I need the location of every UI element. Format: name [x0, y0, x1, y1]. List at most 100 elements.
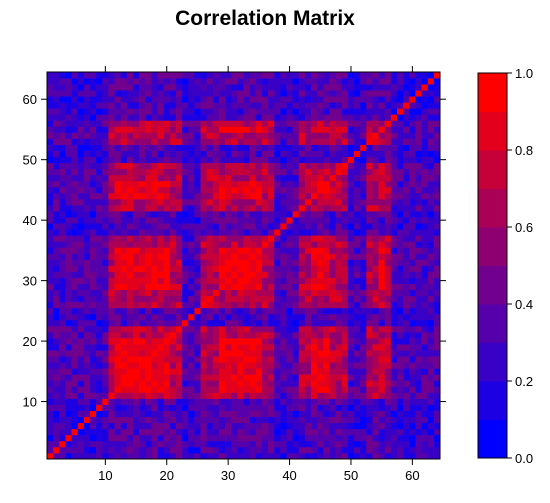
heatmap-cell — [384, 192, 392, 200]
heatmap-cell — [237, 338, 244, 345]
heatmap-cell — [249, 259, 257, 266]
heatmap-cell — [139, 319, 146, 327]
heatmap-cell — [102, 253, 109, 260]
heatmap-cell — [384, 356, 392, 363]
heatmap-cell — [157, 174, 165, 182]
heatmap-cell — [372, 319, 379, 327]
heatmap-cell — [132, 180, 140, 188]
heatmap-cell — [317, 362, 324, 369]
heatmap-cell — [311, 253, 318, 260]
heatmap-cell — [243, 410, 250, 418]
heatmap-cell — [433, 138, 441, 145]
heatmap-cell — [311, 398, 318, 405]
heatmap-cell — [71, 338, 79, 345]
heatmap-cell — [47, 313, 54, 321]
heatmap-cell — [77, 205, 85, 212]
heatmap-cell — [194, 416, 201, 424]
heatmap-cell — [89, 156, 97, 164]
heatmap-cell — [194, 84, 201, 91]
heatmap-cell — [372, 332, 379, 339]
heatmap-cell — [372, 247, 379, 254]
heatmap-cell — [261, 410, 269, 418]
heatmap-cell — [280, 319, 287, 327]
heatmap-cell — [157, 223, 165, 230]
heatmap-cell — [59, 150, 66, 158]
heatmap-cell — [421, 162, 429, 170]
heatmap-cell — [354, 72, 361, 79]
heatmap-cell — [286, 126, 293, 133]
heatmap-cell — [218, 301, 226, 309]
heatmap-cell — [83, 259, 91, 266]
heatmap-cell — [292, 295, 300, 303]
heatmap-cell — [372, 259, 379, 266]
heatmap-cell — [372, 410, 379, 418]
heatmap-cell — [114, 374, 122, 381]
heatmap-cell — [274, 235, 281, 242]
heatmap-cell — [360, 235, 367, 242]
heatmap-cell — [366, 416, 373, 424]
heatmap-cell — [206, 356, 214, 363]
heatmap-cell — [249, 398, 257, 405]
heatmap-cell — [409, 126, 416, 133]
heatmap-cell — [415, 416, 422, 424]
heatmap-cell — [255, 325, 263, 333]
heatmap-cell — [384, 446, 392, 454]
heatmap-cell — [261, 265, 269, 272]
heatmap-cell — [83, 271, 91, 278]
heatmap-cell — [249, 440, 257, 448]
heatmap-cell — [89, 192, 97, 200]
heatmap-cell — [372, 78, 379, 85]
heatmap-cell — [53, 332, 60, 339]
heatmap-cell — [311, 205, 318, 212]
heatmap-cell — [132, 434, 140, 442]
heatmap-cell — [108, 398, 115, 405]
heatmap-cell — [433, 114, 441, 121]
heatmap-cell — [188, 247, 195, 254]
heatmap-cell — [157, 440, 165, 448]
heatmap-cell — [409, 259, 416, 266]
heatmap-cell — [71, 198, 79, 206]
heatmap-cell — [212, 223, 220, 230]
heatmap-cell — [108, 374, 115, 381]
heatmap-cell — [188, 392, 195, 399]
heatmap-cell — [360, 295, 367, 303]
heatmap-cell — [397, 338, 404, 345]
heatmap-cell — [397, 84, 404, 91]
heatmap-cell — [298, 108, 306, 115]
heatmap-cell — [415, 229, 422, 236]
heatmap-cell — [157, 283, 165, 291]
heatmap-cell — [384, 344, 392, 351]
heatmap-cell — [261, 102, 269, 109]
heatmap-cell — [347, 223, 355, 230]
heatmap-cell — [268, 277, 275, 284]
heatmap-cell — [151, 78, 158, 85]
heatmap-cell — [47, 319, 54, 327]
heatmap-cell — [47, 344, 54, 351]
heatmap-cell — [427, 120, 435, 127]
heatmap-cell — [231, 132, 238, 139]
heatmap-cell — [89, 229, 97, 236]
heatmap-cell — [163, 241, 171, 248]
heatmap-cell — [403, 325, 410, 333]
heatmap-cell — [366, 295, 373, 303]
heatmap-cell — [286, 356, 293, 363]
heatmap-cell — [212, 289, 220, 297]
heatmap-cell — [157, 434, 165, 442]
heatmap-cell — [47, 434, 54, 442]
heatmap-cell — [255, 307, 263, 315]
heatmap-cell — [255, 223, 263, 230]
heatmap-cell — [409, 416, 416, 424]
heatmap-cell — [71, 96, 79, 103]
heatmap-cell — [108, 156, 115, 164]
heatmap-cell — [218, 356, 226, 363]
heatmap-cell — [206, 283, 214, 291]
heatmap-cell — [188, 198, 195, 206]
heatmap-cell — [145, 356, 152, 363]
heatmap-cell — [53, 283, 60, 291]
heatmap-cell — [311, 241, 318, 248]
heatmap-cell — [175, 428, 183, 436]
heatmap-cell — [292, 126, 300, 133]
heatmap-cell — [65, 96, 72, 103]
heatmap-cell — [397, 198, 404, 206]
heatmap-cell — [280, 428, 287, 436]
